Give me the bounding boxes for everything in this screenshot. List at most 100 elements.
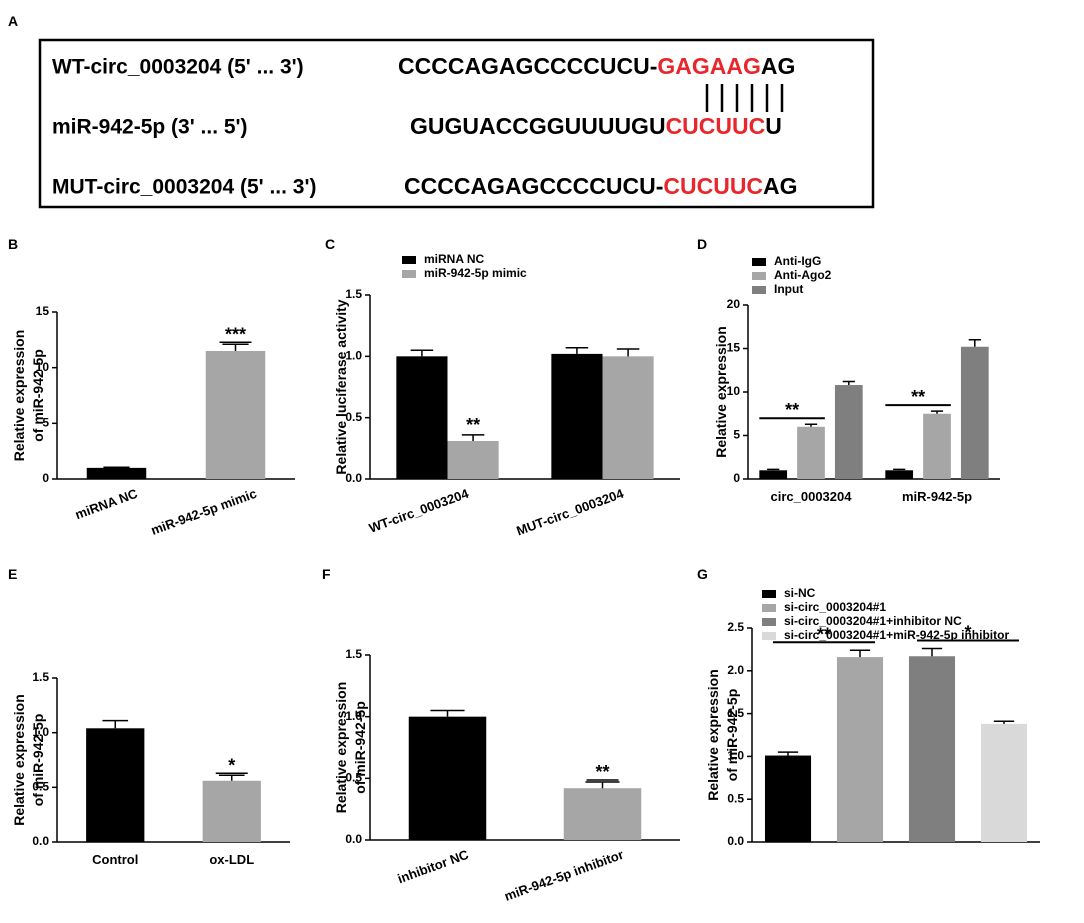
y-tick-label: 0.0 [32, 834, 49, 848]
panel-label: D [697, 236, 707, 252]
legend-swatch [762, 632, 776, 640]
y-axis-label: Relative expression [333, 682, 349, 814]
sequence-segment: U [765, 113, 782, 139]
y-tick-label: 10 [36, 360, 50, 374]
y-tick-label: 0.5 [345, 771, 362, 785]
legend-swatch [752, 286, 766, 294]
legend-label: Anti-IgG [774, 254, 821, 268]
y-tick-label: 0.5 [32, 780, 49, 794]
panel-label: B [8, 236, 18, 252]
y-tick-label: 0.5 [727, 791, 744, 805]
sequence-segment: CCCCAGAGCCCCUCU- [404, 173, 663, 199]
bar [908, 656, 956, 842]
error-bar [930, 410, 944, 414]
legend-swatch [762, 590, 776, 598]
y-tick-label: 1.5 [345, 287, 362, 301]
x-tick-label: circ_0003204 [771, 489, 853, 504]
x-tick-label: miRNA NC [73, 486, 140, 523]
sequence: CCCCAGAGCCCCUCU-CUCUUCAG [404, 173, 798, 199]
sequence: GUGUACCGGUUUUGUCUCUUCU [410, 113, 782, 139]
error-bar [921, 647, 943, 657]
sequence: CCCCAGAGCCCCUCU-GAGAAGAG [398, 53, 795, 79]
y-tick-label: 1.5 [32, 670, 49, 684]
legend-label: miR-942-5p mimic [424, 266, 527, 280]
sequence-name: miR-942-5p (3' ... 5') [52, 116, 248, 139]
y-tick-label: 0.0 [345, 471, 362, 485]
y-axis-label: Relative expression [705, 669, 721, 801]
bar [86, 467, 147, 479]
y-axis-label: Relative expression [11, 694, 27, 826]
bar [205, 350, 266, 479]
y-tick-label: 1.0 [345, 349, 362, 363]
legend-swatch [402, 256, 416, 264]
x-tick-label: MUT-circ_0003204 [514, 485, 626, 538]
error-bar [993, 720, 1015, 724]
y-axis-label: of miR-942-5p [30, 349, 46, 442]
significance: ** [911, 387, 925, 407]
significance: * [228, 755, 235, 775]
y-tick-label: 15 [36, 304, 50, 318]
bar [447, 440, 499, 479]
bar [980, 723, 1028, 842]
base-pair-lines [705, 84, 784, 112]
y-axis-label: of miR-942-5p [724, 689, 740, 782]
error-bar [804, 423, 818, 427]
legend-label: si-NC [784, 586, 816, 600]
bar [396, 356, 448, 479]
significance: * [964, 623, 971, 643]
legend-swatch [762, 618, 776, 626]
y-tick-label: 2.0 [727, 663, 744, 677]
bar [86, 728, 145, 842]
bar [408, 716, 487, 840]
legend-label: Input [774, 282, 803, 296]
sequence-segment: CUCUUC [663, 173, 763, 199]
legend-label: si-circ_0003204#1+inhibitor NC [784, 614, 962, 628]
bar [797, 426, 825, 479]
y-tick-label: 1.5 [345, 647, 362, 661]
error-bar [461, 434, 485, 441]
error-bar [218, 774, 245, 781]
sequence-segment: CUCUUC [666, 113, 766, 139]
bar [602, 356, 654, 479]
significance: ** [817, 624, 831, 644]
bar [764, 755, 812, 842]
legend-label: Anti-Ago2 [774, 268, 832, 282]
panel-label: E [8, 566, 17, 582]
significance: ** [785, 400, 799, 420]
legend-label: si-circ_0003204#1 [784, 600, 886, 614]
error-bar [585, 781, 620, 789]
x-tick-label: miR-942-5p [902, 489, 972, 504]
y-tick-label: 1.0 [727, 749, 744, 763]
error-bar [102, 719, 129, 729]
y-axis-label: Relative expression [713, 326, 729, 458]
legend-label: miRNA NC [424, 252, 485, 266]
bar [960, 346, 989, 479]
error-bar [430, 709, 465, 717]
significance: ** [466, 415, 480, 435]
error-bar [842, 380, 855, 386]
error-bar [968, 339, 981, 347]
sequence-box [38, 38, 875, 209]
bar [885, 470, 914, 479]
bar [563, 788, 642, 840]
sequence-segment: GAGAAG [657, 53, 761, 79]
x-tick-label: miR-942-5p mimic [149, 486, 259, 538]
bar [923, 413, 951, 479]
sequence-segment: AG [761, 53, 796, 79]
y-axis-label: of miR-942-5p [352, 701, 368, 794]
x-tick-label: ox-LDL [209, 852, 254, 867]
y-tick-label: 5 [42, 416, 49, 430]
y-tick-label: 0 [42, 471, 49, 485]
significance: ** [595, 762, 609, 782]
bar [551, 353, 603, 479]
y-tick-label: 1.0 [32, 725, 49, 739]
error-bar [565, 346, 589, 354]
sequence-segment: GUGUACCGGUUUUGU [410, 113, 666, 139]
panel-label: G [697, 566, 708, 582]
sequence-name: MUT-circ_0003204 (5' ... 3') [52, 176, 316, 199]
sequence-segment: CCCCAGAGCCCCUCU- [398, 53, 657, 79]
x-tick-label: Control [92, 852, 138, 867]
y-tick-label: 1.5 [727, 706, 744, 720]
panel-label: F [322, 566, 331, 582]
